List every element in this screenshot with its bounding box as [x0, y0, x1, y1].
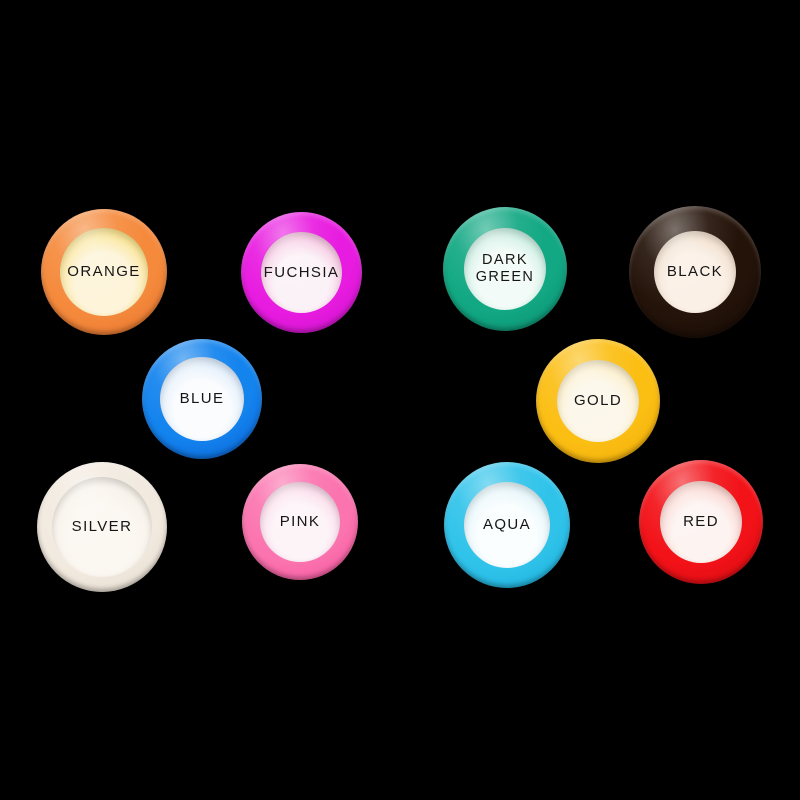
bottle-cap-gold: GOLD — [536, 339, 660, 463]
cap-label-fuchsia: FUCHSIA — [263, 263, 340, 281]
bottle-cap-blue: BLUE — [142, 339, 262, 459]
cap-inner-well-black — [654, 231, 736, 313]
cap-label-gold: GOLD — [573, 392, 623, 410]
cap-inner-well-fuchsia — [261, 232, 342, 313]
bottle-cap-silver: SILVER — [37, 462, 167, 592]
cap-inner-well-red — [660, 481, 742, 563]
cap-inner-well-gold — [557, 360, 639, 442]
bottle-cap-orange: ORANGE — [41, 209, 167, 335]
bottle-cap-pink: PINK — [242, 464, 358, 580]
cap-inner-well-silver — [52, 477, 152, 577]
cap-label-orange: ORANGE — [67, 263, 141, 281]
cap-inner-well-aqua — [464, 482, 550, 568]
cap-label-silver: SILVER — [71, 518, 133, 536]
bottle-cap-fuchsia: FUCHSIA — [241, 212, 362, 333]
cap-inner-well-orange — [60, 228, 148, 316]
cap-label-black: BLACK — [666, 263, 724, 281]
cap-label-dark-green: DARK GREEN — [475, 251, 535, 285]
cap-label-pink: PINK — [279, 513, 321, 531]
cap-label-red: RED — [683, 513, 719, 531]
bottle-cap-black: BLACK — [629, 206, 761, 338]
cap-label-blue: BLUE — [179, 390, 225, 408]
bottle-cap-dark-green: DARK GREEN — [443, 207, 567, 331]
cap-inner-well-dark-green — [464, 228, 546, 310]
cap-inner-well-blue — [160, 357, 244, 441]
bottle-cap-aqua: AQUA — [444, 462, 570, 588]
cap-label-aqua: AQUA — [482, 516, 532, 534]
cap-inner-well-pink — [260, 482, 340, 562]
bottle-cap-red: RED — [639, 460, 763, 584]
